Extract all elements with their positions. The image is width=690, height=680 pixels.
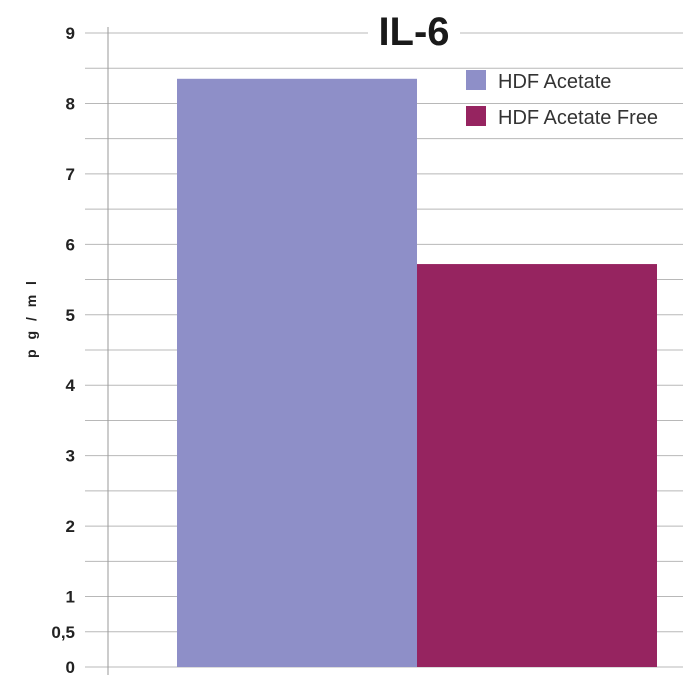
y-tick-label: 4: [66, 376, 76, 395]
y-tick-label: 2: [66, 517, 75, 536]
bars: [177, 78, 657, 668]
legend-swatch: [466, 106, 486, 126]
bar-hdf-acetate-free: [417, 264, 657, 667]
y-tick-label: 0,5: [51, 623, 75, 642]
legend: HDF Acetate HDF Acetate Free: [466, 70, 658, 129]
y-tick-label: 6: [66, 235, 75, 254]
legend-label: HDF Acetate Free: [498, 107, 658, 129]
y-tick-label: 9: [66, 24, 75, 43]
y-tick-label: 5: [66, 306, 75, 325]
y-tick-label: 3: [66, 447, 75, 466]
y-axis-label: p g / m l: [23, 278, 39, 358]
bar-hdf-acetate: [177, 78, 417, 668]
y-tick-labels: 0 0,5 1 2 3 4 5 6 7 8 9: [51, 24, 75, 677]
y-tick-label: 8: [66, 94, 75, 113]
y-tick-label: 1: [66, 588, 75, 607]
legend-swatch: [466, 70, 486, 90]
chart-title: IL-6: [378, 10, 449, 54]
y-tick-label: 0: [66, 658, 75, 677]
legend-label: HDF Acetate: [498, 71, 611, 93]
title-background: [368, 8, 460, 54]
y-tick-label: 7: [66, 165, 75, 184]
